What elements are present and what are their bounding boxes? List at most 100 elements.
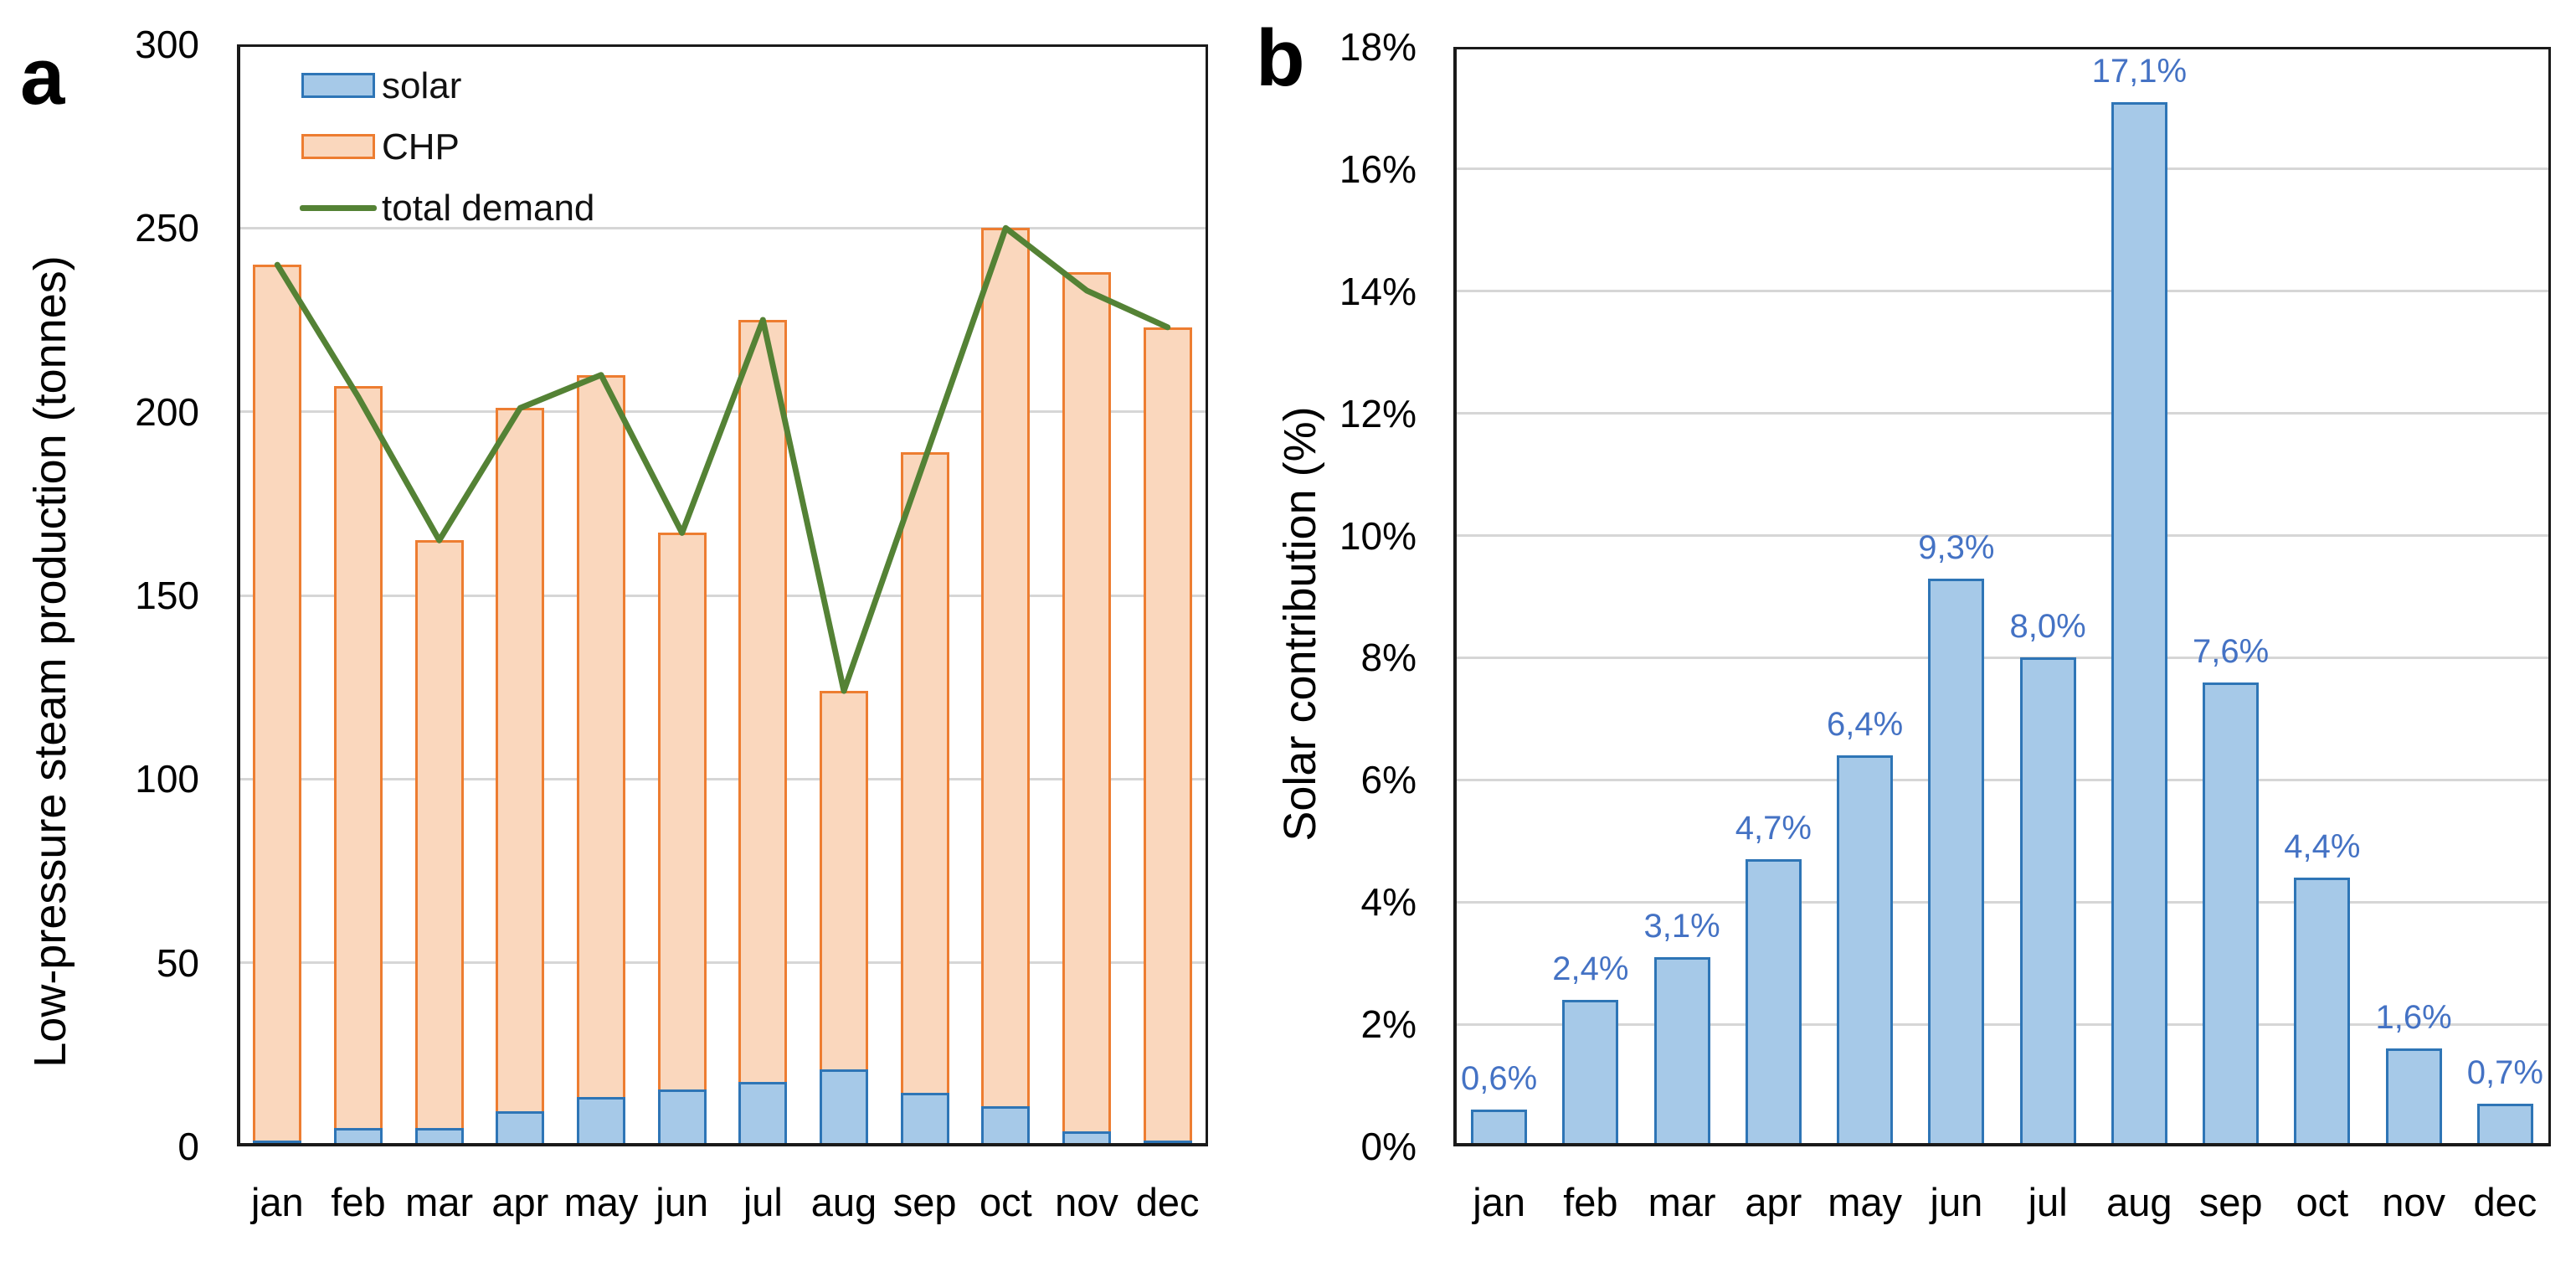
y-axis-tick-label: 18% (1339, 25, 1417, 69)
contribution-bar (1928, 579, 1985, 1146)
y-axis-tick-label: 0 (177, 1125, 199, 1168)
contribution-bar (1653, 957, 1710, 1146)
solar-bar-segment (414, 1128, 464, 1146)
bar-value-label: 2,4% (1552, 950, 1629, 987)
y-axis-tick-label: 12% (1339, 391, 1417, 435)
x-axis-month-label: mar (1648, 1180, 1716, 1224)
chp-bar-segment (900, 452, 949, 1095)
x-axis-month-label: oct (979, 1180, 1032, 1224)
stacked-bar (900, 452, 949, 1146)
y-axis-tick-label: 50 (156, 940, 199, 985)
chp-bar-segment (981, 228, 1031, 1109)
x-axis-month-label: dec (2473, 1180, 2537, 1224)
stacked-bar (738, 320, 788, 1146)
x-axis-month-label: sep (892, 1180, 957, 1224)
solar-bar-segment (981, 1106, 1031, 1146)
stacked-bar (981, 228, 1031, 1146)
x-axis-month-label: oct (2296, 1180, 2349, 1224)
gridline (1457, 900, 2548, 904)
gridline (240, 594, 1206, 597)
x-axis-month-label: nov (2382, 1180, 2446, 1224)
x-axis-month-label: jun (1930, 1180, 1983, 1224)
solar-bar-segment (1143, 1141, 1192, 1146)
panel-b-letter: b (1256, 13, 1305, 103)
chp-bar-segment (496, 408, 545, 1114)
gridline (240, 410, 1206, 414)
x-axis-month-label: nov (1055, 1180, 1118, 1224)
stacked-bar (1062, 272, 1111, 1146)
x-axis-month-label: feb (331, 1180, 386, 1224)
bar-value-label: 7,6% (2193, 633, 2270, 670)
chp-bar-segment (253, 265, 302, 1143)
legend-chp-label: CHP (382, 126, 460, 167)
stacked-bar (1143, 327, 1192, 1146)
chp-bar-segment (1062, 272, 1111, 1134)
x-axis-month-label: apr (491, 1180, 549, 1224)
solar-bar-segment (496, 1111, 545, 1146)
x-axis-month-label: sep (2198, 1180, 2263, 1224)
gridline (1457, 1022, 2548, 1026)
y-axis-tick-label: 2% (1360, 1002, 1417, 1047)
x-axis-month-label: aug (2106, 1180, 2172, 1224)
contribution-bar (2019, 657, 2076, 1146)
legend-chp-swatch (301, 134, 375, 159)
x-axis-month-label: jan (1473, 1180, 1525, 1224)
solar-bar-segment (577, 1097, 625, 1146)
solar-bar-segment (334, 1128, 383, 1146)
x-axis-month-label: apr (1745, 1180, 1802, 1224)
contribution-bar (1745, 859, 1802, 1146)
chp-bar-segment (1143, 327, 1192, 1143)
bar-value-label: 0,6% (1461, 1060, 1538, 1097)
legend-solar-label: solar (382, 65, 462, 106)
stacked-bar (414, 540, 464, 1146)
x-axis-month-label: mar (405, 1180, 474, 1224)
gridline (1457, 167, 2548, 171)
chp-bar-segment (334, 386, 383, 1131)
bar-value-label: 4,7% (1735, 810, 1812, 847)
panel-a-letter: a (20, 32, 65, 121)
contribution-bar (2111, 102, 2167, 1146)
contribution-bar (2203, 682, 2260, 1146)
x-axis-month-label: jan (250, 1180, 304, 1224)
stacked-bar (820, 691, 868, 1146)
solar-bar-segment (900, 1093, 949, 1146)
gridline (1457, 290, 2548, 293)
contribution-bar (1471, 1110, 1528, 1146)
stacked-bar (657, 533, 707, 1146)
x-axis-month-label: jun (656, 1180, 709, 1224)
legend-demand-label: total demand (382, 188, 595, 229)
solar-bar-segment (253, 1141, 302, 1146)
y-axis-tick-label: 300 (135, 23, 199, 66)
y-axis-tick-label: 0% (1360, 1125, 1417, 1168)
y-axis-tick-label: 200 (135, 389, 199, 434)
chp-bar-segment (820, 691, 868, 1072)
chp-bar-segment (738, 320, 788, 1084)
bar-value-label: 9,3% (1918, 529, 1995, 566)
solar-bar-segment (1062, 1131, 1111, 1146)
x-axis-month-label: dec (1135, 1180, 1200, 1224)
y-axis-tick-label: 6% (1360, 758, 1417, 802)
y-axis-tick-label: 10% (1339, 513, 1417, 558)
stacked-bar (577, 375, 625, 1146)
contribution-bar (1837, 755, 1894, 1146)
gridline (1457, 778, 2548, 781)
bar-value-label: 3,1% (1643, 908, 1720, 945)
gridline (1457, 534, 2548, 538)
bar-value-label: 6,4% (1827, 706, 1904, 743)
chp-bar-segment (657, 533, 707, 1092)
total-demand-polyline (274, 224, 1171, 694)
x-axis-month-label: feb (1563, 1180, 1618, 1224)
bar-value-label: 0,7% (2466, 1054, 2543, 1091)
contribution-bar (1562, 1000, 1619, 1146)
contribution-bar (2385, 1048, 2442, 1146)
chp-bar-segment (414, 540, 464, 1131)
y-axis-tick-label: 14% (1339, 269, 1417, 313)
x-axis-month-label: may (563, 1180, 639, 1224)
gridline (240, 961, 1206, 965)
contribution-bar (2476, 1104, 2533, 1146)
bar-value-label: 8,0% (2009, 608, 2086, 645)
y-axis-tick-label: 8% (1360, 636, 1417, 680)
contribution-bar (2294, 878, 2351, 1146)
x-axis-month-label: jul (743, 1180, 783, 1224)
